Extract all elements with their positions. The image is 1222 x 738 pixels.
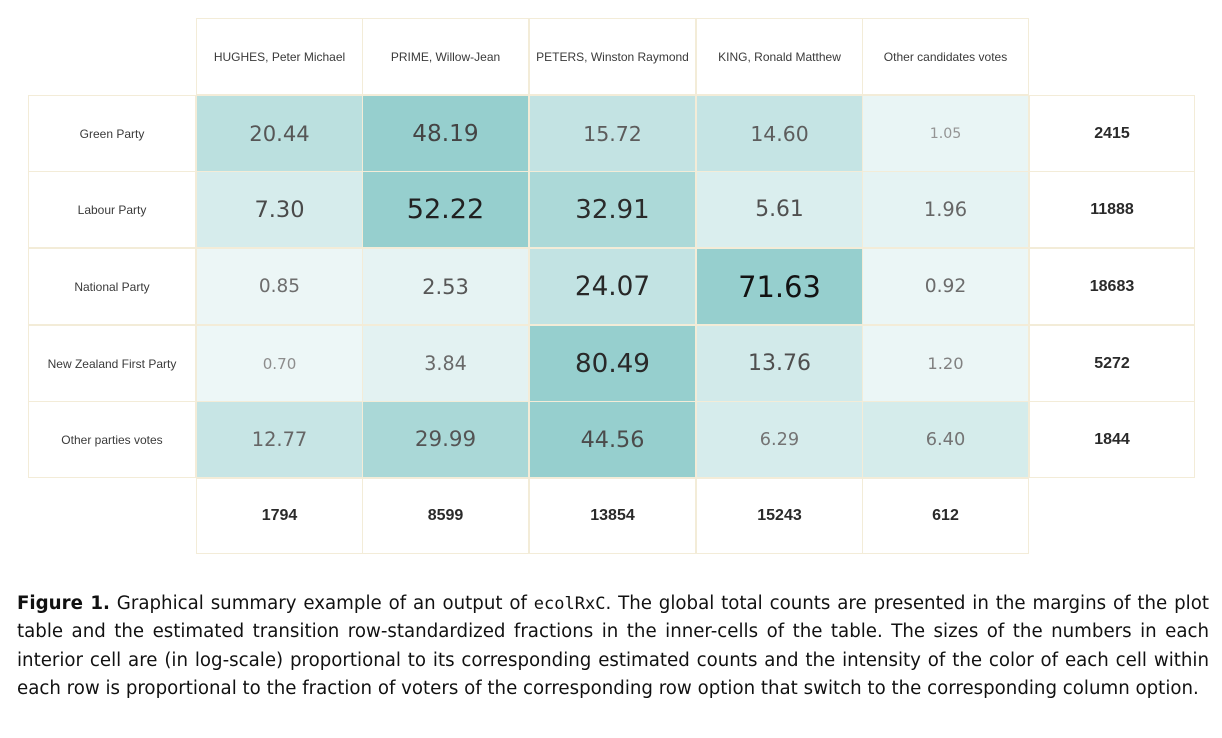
transition-cell: 5.61 (696, 171, 863, 248)
column-total: 15243 (696, 478, 863, 554)
column-total: 13854 (529, 478, 696, 554)
row-header: New Zealand First Party (28, 325, 196, 402)
column-header: Other candidates votes (862, 18, 1029, 95)
transition-cell: 12.77 (196, 401, 363, 478)
row-total: 18683 (1029, 248, 1195, 325)
row-header: Green Party (28, 95, 196, 172)
column-header: PETERS, Winston Raymond (529, 18, 696, 95)
row-total: 5272 (1029, 325, 1195, 402)
transition-cell: 2.53 (362, 248, 529, 325)
transition-cell: 44.56 (529, 401, 696, 478)
transition-cell: 0.85 (196, 248, 363, 325)
transition-cell: 20.44 (196, 95, 363, 172)
caption-code-name: ecolRxC (533, 594, 606, 614)
transition-cell: 24.07 (529, 248, 696, 325)
transition-cell: 0.92 (862, 248, 1029, 325)
transition-cell: 1.05 (862, 95, 1029, 172)
transition-cell: 52.22 (362, 171, 529, 248)
row-header: Other parties votes (28, 401, 196, 478)
transition-cell: 48.19 (362, 95, 529, 172)
row-header: Labour Party (28, 171, 196, 248)
transition-cell: 1.96 (862, 171, 1029, 248)
column-header: HUGHES, Peter Michael (196, 18, 363, 95)
column-header: PRIME, Willow-Jean (362, 18, 529, 95)
figure-label: Figure 1. (17, 593, 110, 614)
transition-cell: 14.60 (696, 95, 863, 172)
transition-cell: 71.63 (696, 248, 863, 325)
row-total: 11888 (1029, 171, 1195, 248)
column-total: 8599 (362, 478, 529, 554)
transition-cell: 7.30 (196, 171, 363, 248)
transition-cell: 32.91 (529, 171, 696, 248)
transition-cell: 1.20 (862, 325, 1029, 402)
column-header: KING, Ronald Matthew (696, 18, 863, 95)
transition-cell: 29.99 (362, 401, 529, 478)
caption-text-end: . The global total counts are presented … (17, 593, 1209, 700)
row-header: National Party (28, 248, 196, 325)
transition-cell: 0.70 (196, 325, 363, 402)
column-total: 612 (862, 478, 1029, 554)
transition-cell: 80.49 (529, 325, 696, 402)
transition-cell: 6.29 (696, 401, 863, 478)
caption-text-start: Graphical summary example of an output o… (116, 593, 527, 614)
figure-caption: Figure 1. Graphical summary example of a… (17, 590, 1209, 704)
transition-cell: 3.84 (362, 325, 529, 402)
row-total: 2415 (1029, 95, 1195, 172)
row-total: 1844 (1029, 401, 1195, 478)
transition-table-figure: HUGHES, Peter Michael PRIME, Willow-Jean P… (28, 18, 1195, 554)
transition-cell: 6.40 (862, 401, 1029, 478)
column-total: 1794 (196, 478, 363, 554)
transition-cell: 13.76 (696, 325, 863, 402)
transition-cell: 15.72 (529, 95, 696, 172)
